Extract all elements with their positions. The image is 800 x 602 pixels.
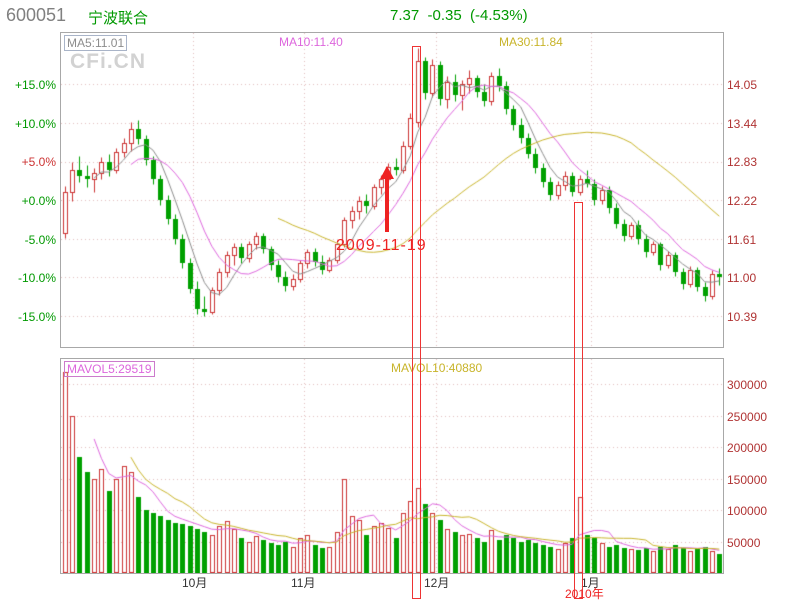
ma5-label: MA5:11.01: [64, 35, 128, 51]
price-axis-tick: 11.00: [727, 271, 757, 285]
x-axis-month-label: 10月: [182, 576, 208, 590]
ma30-label: MA30:11.84: [499, 35, 563, 49]
mavol5-label: MAVOL5:29519: [64, 361, 155, 377]
price-axis-tick: 12.22: [727, 194, 758, 208]
price-axis-tick: 12.83: [727, 155, 758, 169]
volume-axis-tick: 250000: [727, 410, 768, 424]
stock-name: 宁波联合: [88, 10, 149, 27]
volume-chart-canvas[interactable]: [61, 359, 723, 573]
mavol10-label: MAVOL10:40880: [391, 361, 483, 375]
volume-axis-tick: 200000: [727, 441, 768, 455]
percent-axis-tick: -15.0%: [17, 310, 56, 324]
ma10-label: MA10:11.40: [279, 35, 343, 49]
watermark-logo: CFi.CN: [70, 50, 146, 73]
stock-code: 600051: [6, 5, 67, 25]
quote-price-change: 7.37 -0.35 (-4.53%): [390, 7, 528, 24]
price-pane: CFi.CN MA5:11.01 MA10:11.40 MA30:11.84: [60, 32, 724, 348]
x-axis-month-label: 12月: [424, 576, 450, 590]
price-axis-tick: 13.44: [727, 117, 758, 131]
volume-axis-tick: 50000: [727, 536, 761, 550]
volume-axis-tick: 150000: [727, 473, 768, 487]
price-axis-tick: 11.61: [727, 233, 757, 247]
price-axis-tick: 14.05: [727, 78, 758, 92]
percent-axis-tick: +15.0%: [14, 78, 56, 92]
candlestick-chart-canvas[interactable]: [61, 33, 723, 347]
price-axis-tick: 10.39: [727, 310, 758, 324]
percent-axis-tick: -10.0%: [17, 271, 56, 285]
x-axis-month-label: 11月: [291, 576, 316, 590]
percent-axis-tick: -5.0%: [24, 233, 56, 247]
x-axis-month-label: 1月: [581, 576, 600, 590]
percent-axis-tick: +10.0%: [14, 117, 56, 131]
percent-axis-tick: +0.0%: [21, 194, 56, 208]
volume-pane: MAVOL5:29519 MAVOL10:40880: [60, 358, 724, 574]
volume-axis-tick: 100000: [727, 504, 768, 518]
x-axis-year-label: 2010年: [565, 587, 604, 601]
volume-axis-tick: 300000: [727, 378, 768, 392]
percent-axis-tick: +5.0%: [21, 155, 56, 169]
